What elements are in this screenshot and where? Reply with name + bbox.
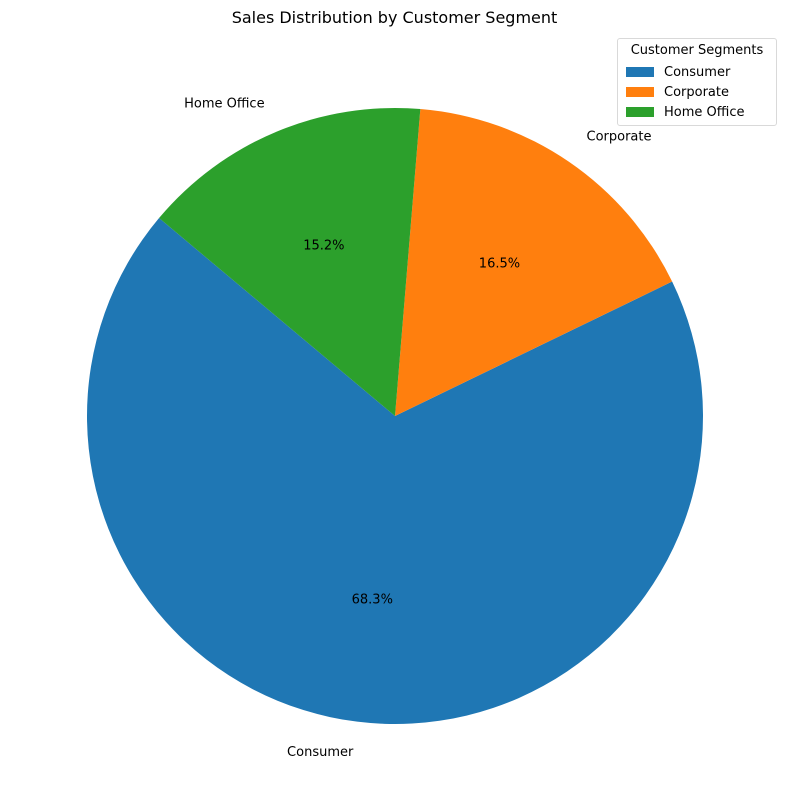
legend-swatch: [626, 67, 654, 77]
legend-label: Home Office: [664, 104, 745, 120]
pie-slice-home-office: [159, 108, 421, 416]
legend-item-consumer: Consumer: [626, 62, 768, 82]
legend-label: Consumer: [664, 64, 731, 80]
pie-slice-consumer: [86, 218, 703, 725]
pie-slices: [86, 108, 703, 725]
legend-items: Consumer Corporate Home Office: [626, 62, 768, 122]
legend-label: Corporate: [664, 84, 729, 100]
legend-item-home-office: Home Office: [626, 102, 768, 122]
slice-percent-home-office: 15.2%: [303, 238, 344, 253]
pie-labels: Consumer 68.3% Corporate 16.5% Home Office 15…: [184, 96, 651, 760]
legend-item-corporate: Corporate: [626, 82, 768, 102]
legend-swatch: [626, 107, 654, 117]
legend-title: Customer Segments: [630, 43, 764, 58]
slice-label-consumer: Consumer: [287, 745, 354, 760]
slice-label-corporate: Corporate: [587, 130, 652, 145]
slice-percent-corporate: 16.5%: [479, 257, 520, 272]
legend-swatch: [626, 87, 654, 97]
chart-title: Sales Distribution by Customer Segment: [232, 8, 558, 27]
slice-percent-consumer: 68.3%: [352, 592, 393, 607]
legend: Customer Segments Consumer Corporate Home …: [617, 38, 777, 126]
slice-label-home-office: Home Office: [184, 96, 264, 111]
pie-slice-corporate: [395, 109, 673, 417]
